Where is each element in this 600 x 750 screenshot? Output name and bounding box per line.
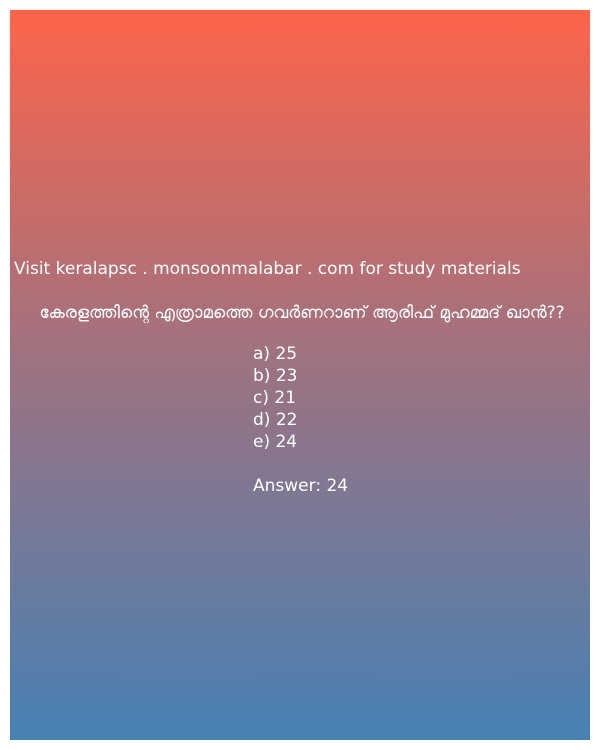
- option-b: b) 23: [253, 366, 298, 386]
- answer-text: Answer: 24: [253, 476, 349, 496]
- options-list: a) 25 b) 23 c) 21 d) 22 e) 24: [253, 343, 297, 453]
- question-text: കേരളത്തിന്റെ എത്രാമത്തെ ഗവർണറാണ് ആരിഫ് മ…: [39, 303, 565, 323]
- quiz-card: Visit keralapsc . monsoonmalabar . com f…: [10, 10, 590, 740]
- option-e: e) 24: [253, 432, 298, 452]
- option-a: a) 25: [253, 344, 298, 364]
- option-c: c) 21: [253, 388, 297, 408]
- site-promo-text: Visit keralapsc . monsoonmalabar . com f…: [14, 259, 521, 279]
- option-d: d) 22: [253, 410, 298, 430]
